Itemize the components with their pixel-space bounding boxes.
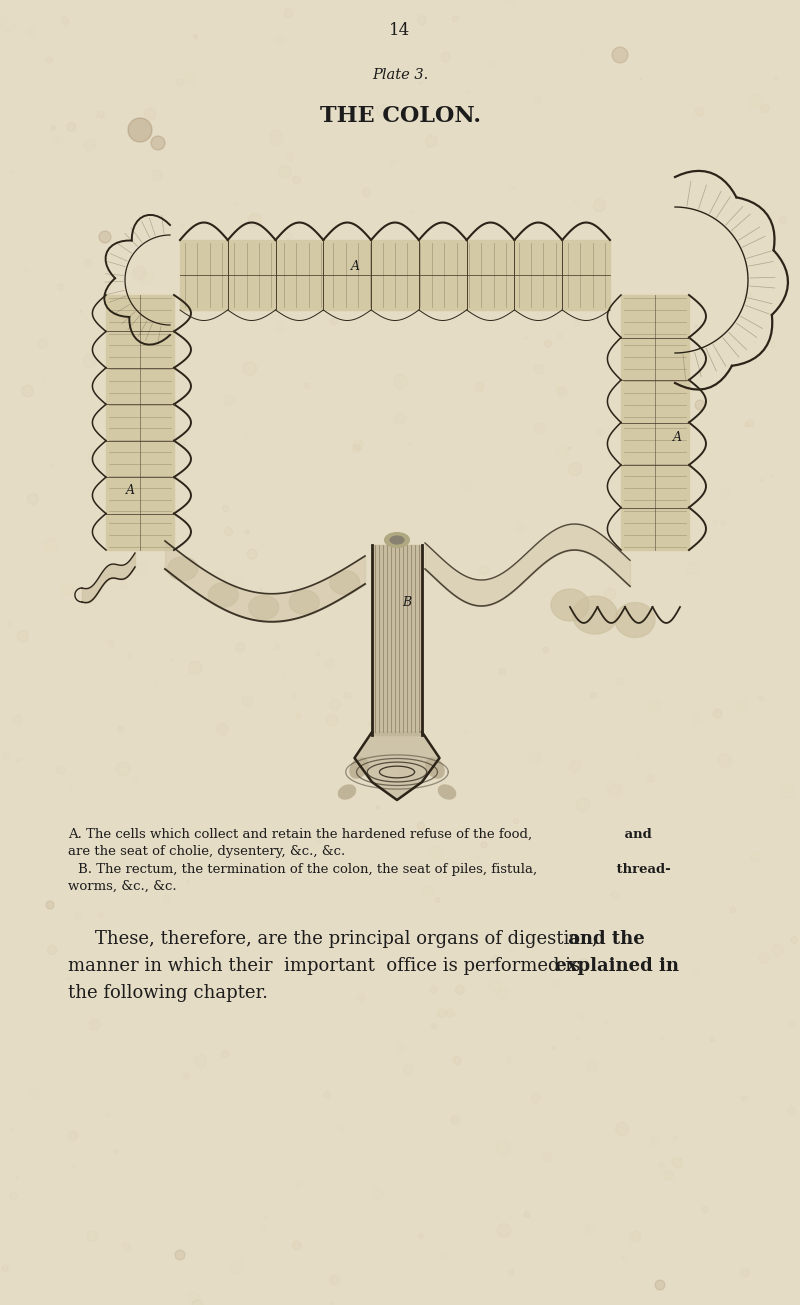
Ellipse shape <box>338 786 356 799</box>
Circle shape <box>655 1280 665 1291</box>
Text: thread-: thread- <box>612 863 670 876</box>
Text: B. The rectum, the termination of the colon, the seat of piles, fistula,: B. The rectum, the termination of the co… <box>78 863 537 876</box>
Text: manner in which their  important  office is performed is: manner in which their important office i… <box>68 957 580 975</box>
Circle shape <box>46 900 54 910</box>
Bar <box>180 240 610 311</box>
Ellipse shape <box>168 557 198 581</box>
Text: the following chapter.: the following chapter. <box>68 984 268 1002</box>
Ellipse shape <box>438 786 456 799</box>
Bar <box>106 295 174 549</box>
Ellipse shape <box>350 758 368 778</box>
Text: 14: 14 <box>390 22 410 39</box>
Text: and: and <box>620 827 652 840</box>
Polygon shape <box>354 732 439 800</box>
Ellipse shape <box>249 595 278 620</box>
Circle shape <box>612 47 628 63</box>
Circle shape <box>175 1250 185 1261</box>
Text: A. The cells which collect and retain the hardened refuse of the food,: A. The cells which collect and retain th… <box>68 827 532 840</box>
Bar <box>372 545 422 735</box>
Ellipse shape <box>551 589 589 621</box>
Circle shape <box>128 117 152 142</box>
Ellipse shape <box>330 570 360 595</box>
Ellipse shape <box>208 583 238 607</box>
Text: B: B <box>402 596 411 609</box>
Circle shape <box>695 401 705 410</box>
Text: Plate 3.: Plate 3. <box>372 68 428 82</box>
Ellipse shape <box>573 596 618 634</box>
Ellipse shape <box>290 590 319 615</box>
Text: and the: and the <box>562 930 645 947</box>
Ellipse shape <box>390 536 404 544</box>
Ellipse shape <box>385 532 409 547</box>
Bar <box>621 295 689 549</box>
Text: explained in: explained in <box>549 957 679 975</box>
Ellipse shape <box>426 758 444 778</box>
Circle shape <box>151 136 165 150</box>
Ellipse shape <box>615 603 655 638</box>
Text: are the seat of cholie, dysentery, &c., &c.: are the seat of cholie, dysentery, &c., … <box>68 846 346 857</box>
Text: These, therefore, are the principal organs of digestion,: These, therefore, are the principal orga… <box>95 930 598 947</box>
Text: A: A <box>673 431 682 444</box>
Text: worms, &c., &c.: worms, &c., &c. <box>68 880 177 893</box>
Text: THE COLON.: THE COLON. <box>319 104 481 127</box>
Text: A: A <box>350 261 359 274</box>
Text: A: A <box>126 483 134 496</box>
Circle shape <box>99 231 111 243</box>
